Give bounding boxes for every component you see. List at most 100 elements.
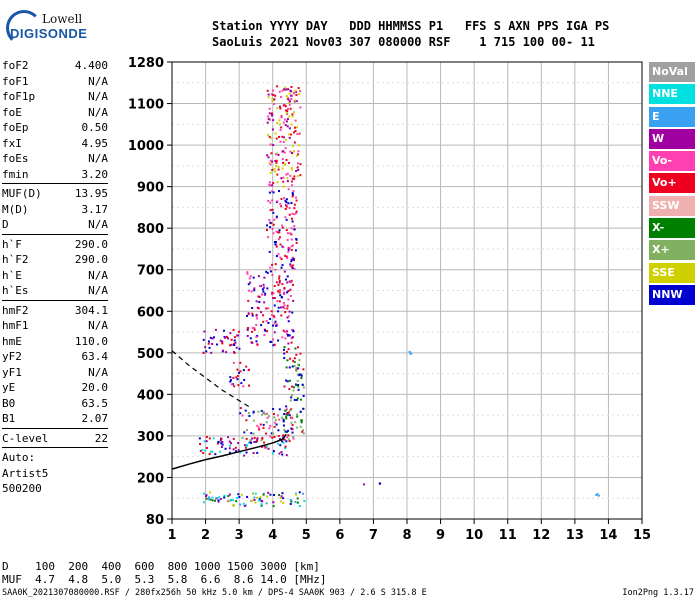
echo-point xyxy=(272,324,275,327)
echo-point xyxy=(235,376,238,379)
echo-point xyxy=(232,351,235,354)
echo-point xyxy=(294,249,297,252)
echo-point xyxy=(277,306,280,309)
echo-point xyxy=(275,215,278,218)
echo-point xyxy=(259,496,262,499)
echo-point xyxy=(295,212,298,215)
echo-point xyxy=(285,440,288,443)
echo-point xyxy=(301,383,304,386)
echo-point xyxy=(253,496,256,499)
echo-point xyxy=(284,208,287,211)
echo-point xyxy=(229,344,232,347)
legend-entry: E xyxy=(649,106,695,127)
echo-point xyxy=(282,501,285,504)
echo-point xyxy=(290,133,293,136)
echo-point xyxy=(286,257,289,260)
param-row: yE 20.0 xyxy=(2,380,108,396)
param-row: hmF2 304.1 xyxy=(2,303,108,319)
echo-point xyxy=(299,174,302,177)
echo-point xyxy=(295,169,298,172)
echo-point xyxy=(302,407,305,410)
echo-point xyxy=(299,352,302,355)
echo-point xyxy=(294,89,297,92)
echo-point xyxy=(291,417,294,420)
echo-point xyxy=(300,419,303,422)
param-name: fxI xyxy=(2,136,22,150)
echo-point xyxy=(291,244,294,247)
echo-point xyxy=(294,421,297,424)
echo-point xyxy=(279,289,282,292)
echo-point xyxy=(271,128,274,131)
echo-point xyxy=(284,330,287,333)
echo-point xyxy=(199,443,202,446)
echo-point xyxy=(289,409,292,412)
echo-point xyxy=(256,496,259,499)
echo-point xyxy=(286,316,289,319)
echo-point xyxy=(209,498,212,501)
echo-trace-cluster xyxy=(202,328,241,354)
echo-point xyxy=(295,210,298,213)
echo-point xyxy=(378,482,381,485)
echo-point xyxy=(284,199,287,202)
echo-point xyxy=(224,336,227,339)
x-tick-label: 10 xyxy=(465,528,483,543)
echo-point xyxy=(239,412,242,415)
echo-point xyxy=(282,141,285,144)
param-name: D xyxy=(2,218,9,231)
echo-trace-cluster xyxy=(266,188,298,271)
echo-point xyxy=(278,135,281,138)
echo-point xyxy=(243,444,246,447)
echo-point xyxy=(273,241,276,244)
echo-point xyxy=(293,207,296,210)
echo-point xyxy=(272,232,275,235)
echo-point xyxy=(253,327,256,330)
echo-point xyxy=(281,150,284,153)
echo-point xyxy=(257,295,260,298)
y-tick-label: 1000 xyxy=(128,139,164,154)
echo-point xyxy=(293,225,296,228)
echo-point xyxy=(285,415,288,418)
param-row: foF2 4.400 xyxy=(2,58,108,74)
echo-point xyxy=(296,132,299,135)
echo-point xyxy=(268,118,271,121)
echo-point xyxy=(283,348,286,351)
echo-point xyxy=(283,307,286,310)
echo-point xyxy=(269,171,272,174)
echo-point xyxy=(268,218,271,221)
echo-point xyxy=(273,304,276,307)
echo-point xyxy=(255,300,258,303)
echo-point xyxy=(275,245,278,248)
echo-point xyxy=(220,446,223,449)
muf-frequency-row: MUF 4.7 4.8 5.0 5.3 5.8 6.6 8.6 14.0 [MH… xyxy=(2,573,327,586)
echo-point xyxy=(250,499,253,502)
echo-point xyxy=(291,431,294,434)
echo-point xyxy=(268,162,271,165)
echo-point xyxy=(281,264,284,267)
echo-point xyxy=(248,277,251,280)
echo-point xyxy=(247,368,250,371)
version-label: Ion2Png 1.3.17 xyxy=(622,588,694,598)
echo-point xyxy=(208,496,211,499)
echo-point xyxy=(287,289,290,292)
echo-point xyxy=(274,94,277,97)
echo-point xyxy=(256,424,259,427)
echo-point xyxy=(297,87,300,90)
param-value: 13.95 xyxy=(74,187,108,200)
echo-point xyxy=(287,438,290,441)
echo-point xyxy=(267,134,270,137)
param-name: foF1p xyxy=(2,90,36,103)
echo-point xyxy=(284,311,287,314)
echo-point xyxy=(281,440,284,443)
echo-point xyxy=(268,135,271,138)
echo-point xyxy=(276,324,279,327)
file-info-footer: SAA0K_2021307080000.RSF / 280fx256h 50 k… xyxy=(2,588,427,598)
echo-point xyxy=(202,452,205,455)
echo-point xyxy=(250,290,253,293)
param-value: 63.5 xyxy=(81,396,109,410)
echo-point xyxy=(298,132,301,135)
echo-point xyxy=(282,424,285,427)
echo-point xyxy=(283,286,286,289)
echo-point xyxy=(275,216,278,219)
echo-point xyxy=(284,109,287,112)
echo-point xyxy=(279,107,282,110)
